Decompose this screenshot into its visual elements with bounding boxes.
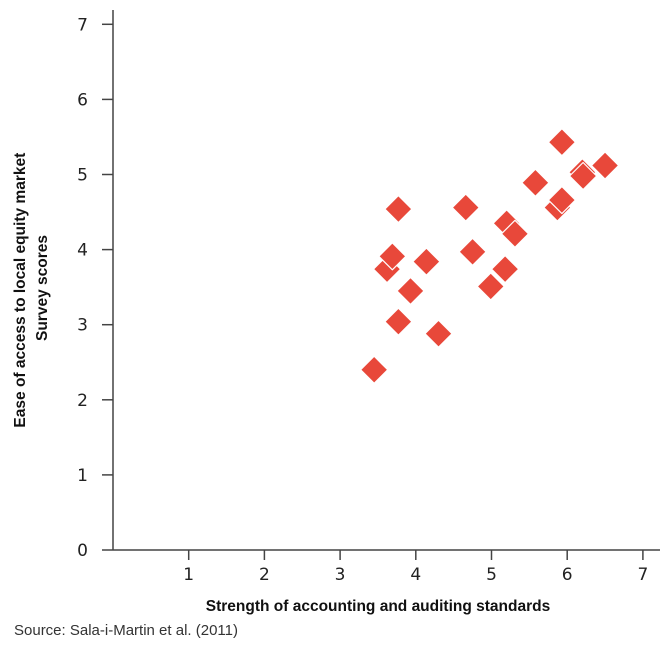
- data-point: [547, 185, 577, 215]
- data-point: [384, 194, 413, 224]
- y-axis-title-line-2: Survey scores: [34, 235, 51, 341]
- source-note: Source: Sala-i-Martin et al. (2011): [14, 622, 238, 639]
- data-point: [360, 355, 389, 384]
- x-tick-label: 2: [259, 565, 270, 585]
- data-points: [360, 128, 620, 384]
- scatter-chart: 0 1 2 3 4 5 6 7 1 2 3 4 5 6 7 Strength of accounting …: [12, 10, 660, 615]
- x-ticks: 1 2 3 4 5 6 7: [183, 550, 648, 585]
- x-tick-label: 1: [183, 565, 194, 585]
- data-point: [396, 276, 425, 306]
- data-point: [491, 255, 520, 284]
- data-point: [476, 272, 505, 301]
- data-point: [424, 319, 453, 348]
- data-point: [547, 128, 577, 157]
- data-point: [568, 161, 598, 191]
- y-ticks: 0 1 2 3 4 5 6 7: [77, 15, 113, 561]
- y-tick-label: 3: [77, 316, 88, 336]
- data-point: [378, 242, 407, 271]
- y-axis-title-line-1: Ease of access to local equity market: [12, 153, 29, 428]
- x-tick-label: 4: [410, 565, 421, 585]
- x-tick-label: 3: [335, 565, 346, 585]
- y-tick-label: 5: [77, 166, 88, 186]
- x-tick-label: 7: [637, 565, 648, 585]
- data-point: [412, 247, 441, 276]
- data-point: [521, 168, 550, 197]
- y-tick-label: 1: [77, 466, 88, 486]
- x-axis-title: Strength of accounting and auditing stan…: [206, 598, 550, 615]
- x-tick-label: 5: [486, 565, 497, 585]
- data-point: [384, 307, 413, 336]
- y-tick-label: 6: [77, 90, 88, 110]
- data-point: [458, 237, 487, 266]
- data-point: [500, 219, 530, 248]
- data-point: [451, 193, 480, 222]
- y-tick-label: 2: [77, 391, 88, 411]
- x-tick-label: 6: [562, 565, 573, 585]
- data-point: [590, 151, 620, 180]
- y-tick-label: 0: [77, 541, 88, 561]
- y-axis-title: Ease of access to local equity market Su…: [12, 148, 51, 427]
- y-tick-label: 7: [77, 15, 88, 35]
- y-tick-label: 4: [77, 241, 88, 261]
